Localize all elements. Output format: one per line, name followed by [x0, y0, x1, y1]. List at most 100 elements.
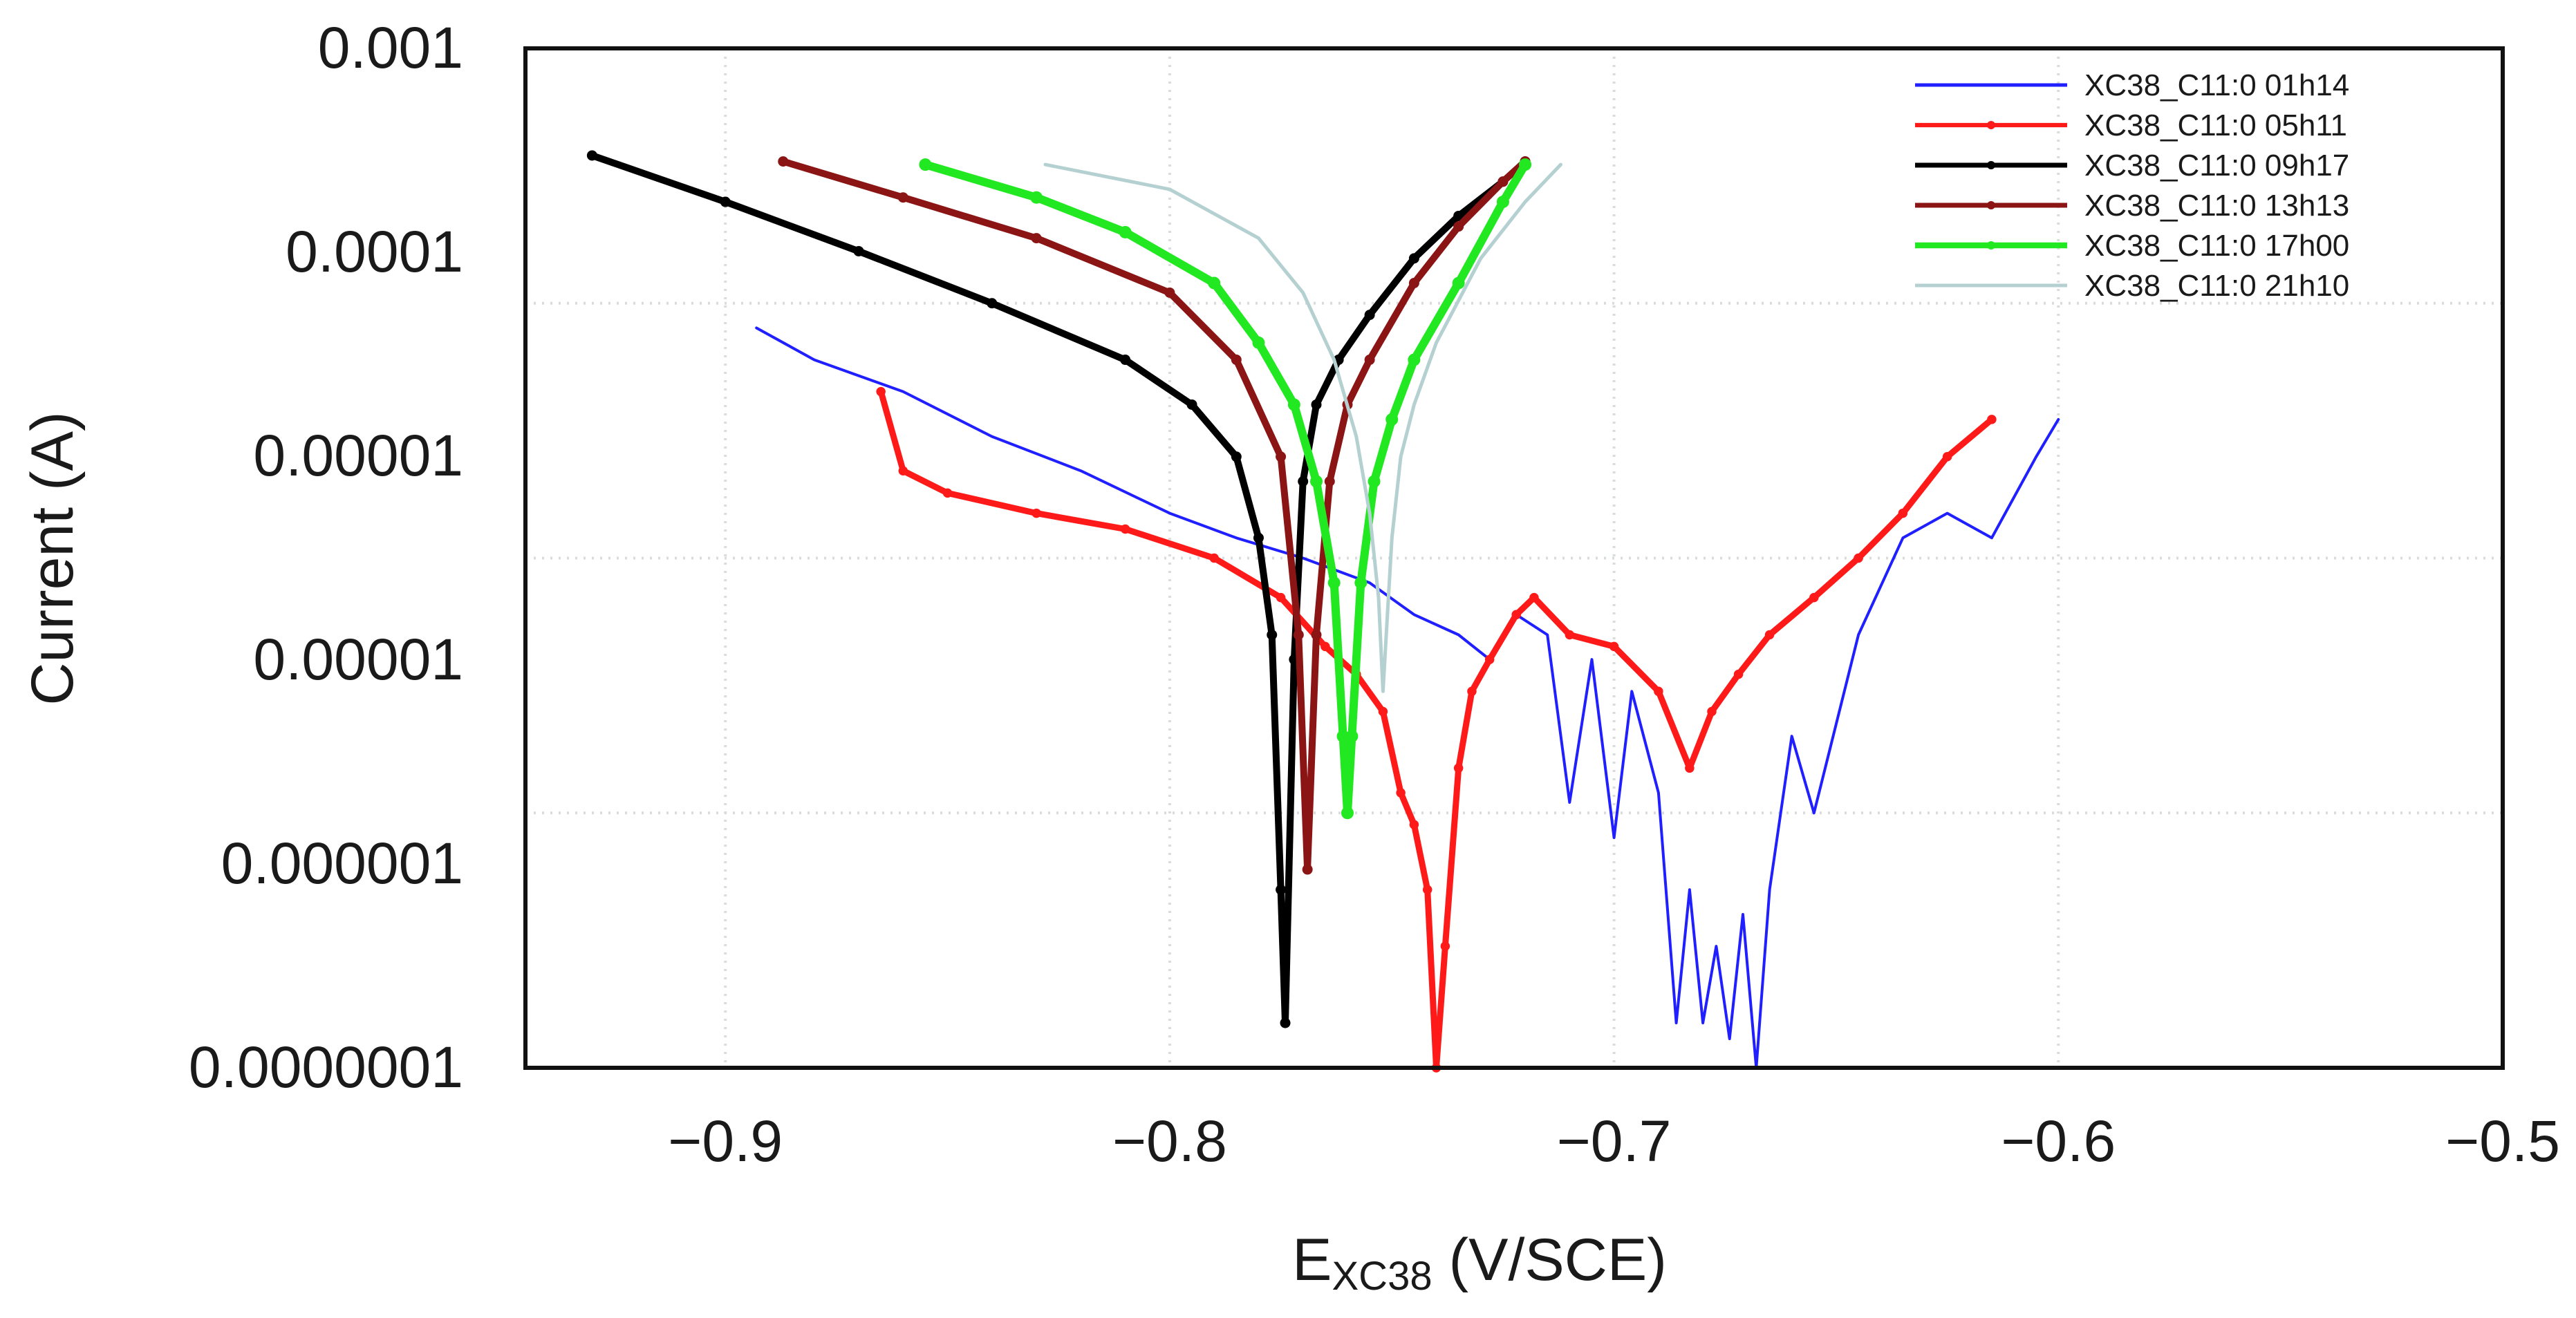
series-4-point-3 — [1164, 287, 1175, 298]
series-2-point-1 — [898, 466, 908, 476]
series-5-point-9 — [1341, 807, 1354, 820]
series-3-point-9 — [1276, 884, 1287, 895]
x-tick-label-1: −0.8 — [1112, 1109, 1227, 1174]
x-axis-title-main: E — [1292, 1227, 1332, 1293]
series-4-point-13 — [1453, 221, 1464, 232]
series-4-point-1 — [897, 192, 908, 203]
series-2-point-2 — [942, 488, 953, 498]
series-5-point-10 — [1345, 730, 1359, 743]
series-2-point-21 — [1609, 641, 1619, 652]
legend-marker-5 — [1987, 241, 1995, 250]
series-4-point-11 — [1364, 355, 1375, 366]
series-5-point-6 — [1310, 475, 1323, 488]
series-3-point-0 — [586, 150, 597, 161]
series-3-point-13 — [1311, 399, 1322, 410]
series-2-point-17 — [1484, 655, 1495, 664]
series-2-point-28 — [1854, 553, 1863, 563]
series-5-point-1 — [1030, 191, 1043, 204]
series-2-point-7 — [1320, 641, 1330, 652]
series-2-point-10 — [1396, 788, 1406, 798]
series-5-point-4 — [1252, 336, 1265, 349]
x-tick-label-2: −0.7 — [1557, 1109, 1672, 1174]
x-tick-label-4: −0.5 — [2445, 1109, 2560, 1174]
series-layer — [586, 150, 2060, 1073]
series-5-point-15 — [1452, 276, 1465, 290]
legend-label-6: XC38_C11:0 21h10 — [2084, 269, 2349, 303]
series-2-point-24 — [1707, 706, 1717, 717]
x-tick-labels: −0.9 −0.8 −0.7 −0.6 −0.5 — [668, 1109, 2560, 1174]
series-5-point-11 — [1354, 576, 1368, 590]
series-line-3 — [588, 152, 1529, 1027]
series-2-point-20 — [1565, 630, 1575, 640]
series-line-1 — [755, 326, 2060, 1069]
series-2-point-3 — [1032, 508, 1041, 518]
series-3-point-3 — [987, 298, 998, 309]
series-2-point-27 — [1809, 592, 1819, 603]
y-tick-label-2: 0.00001 — [253, 423, 463, 488]
series-3-point-4 — [1120, 355, 1131, 366]
series-5-point-13 — [1385, 413, 1399, 426]
series-2-point-5 — [1209, 553, 1219, 563]
legend-label-4: XC38_C11:0 13h13 — [2084, 189, 2349, 223]
x-axis-title: EXC38 (V/SCE) — [1292, 1227, 1667, 1299]
series-4-point-2 — [1031, 233, 1042, 244]
series-5-point-2 — [1119, 225, 1132, 238]
series-3-point-6 — [1231, 451, 1242, 462]
legend-marker-4 — [1987, 201, 1995, 209]
series-2-point-15 — [1453, 763, 1464, 773]
legend: XC38_C11:0 01h14 XC38_C11:0 05h11 XC38_C11… — [1915, 68, 2349, 303]
legend-label-3: XC38_C11:0 09h17 — [2084, 149, 2349, 182]
series-4-point-8 — [1311, 630, 1322, 641]
series-line-6 — [1043, 162, 1562, 693]
y-tick-labels: 0.001 0.0001 0.00001 0.00001 0.000001 0.00000… — [189, 15, 463, 1100]
series-5-point-12 — [1368, 475, 1381, 488]
series-3-point-1 — [720, 196, 731, 207]
series-5-point-7 — [1327, 576, 1341, 590]
series-2-point-25 — [1733, 669, 1744, 679]
series-5-point-3 — [1208, 276, 1221, 290]
series-3-point-10 — [1280, 1017, 1291, 1028]
series-2-point-31 — [1987, 415, 1997, 424]
x-tick-label-0: −0.9 — [668, 1109, 783, 1174]
y-tick-label-1: 0.0001 — [286, 219, 463, 284]
legend-label-5: XC38_C11:0 17h00 — [2084, 229, 2349, 263]
series-4-point-5 — [1276, 451, 1287, 462]
series-4-point-4 — [1231, 355, 1242, 366]
plot-frame — [523, 46, 2505, 1070]
series-2-point-26 — [1764, 630, 1775, 640]
y-tick-label-4: 0.000001 — [221, 831, 463, 896]
series-5-point-16 — [1496, 196, 1509, 209]
legend-marker-2 — [1987, 121, 1995, 129]
x-axis-title-subscript: XC38 — [1332, 1254, 1432, 1299]
series-4-point-9 — [1324, 476, 1335, 487]
series-2-point-14 — [1440, 941, 1450, 951]
series-3-point-16 — [1408, 253, 1419, 264]
series-2-point-0 — [876, 386, 886, 397]
series-2-point-12 — [1422, 885, 1432, 895]
series-2-point-29 — [1898, 508, 1908, 518]
series-5-point-14 — [1408, 353, 1421, 366]
series-3-point-2 — [853, 245, 864, 256]
series-3-point-8 — [1267, 630, 1278, 641]
series-2-point-30 — [1942, 452, 1952, 462]
series-5-point-0 — [919, 158, 932, 171]
series-2-point-9 — [1378, 706, 1388, 717]
series-3-point-12 — [1298, 476, 1309, 487]
series-5-point-17 — [1519, 158, 1532, 171]
series-2-point-4 — [1120, 524, 1130, 534]
series-3-point-15 — [1364, 310, 1375, 321]
series-4-point-0 — [778, 156, 789, 167]
series-4-point-7 — [1302, 864, 1313, 875]
x-axis-title-unit: (V/SCE) — [1432, 1227, 1667, 1293]
series-5-point-5 — [1287, 398, 1300, 411]
series-line-4 — [779, 158, 1529, 874]
series-3-point-7 — [1253, 532, 1264, 543]
x-tick-label-3: −0.6 — [2001, 1109, 2116, 1174]
series-3-point-17 — [1453, 210, 1464, 221]
series-line-5 — [921, 160, 1530, 818]
legend-label-2: XC38_C11:0 05h11 — [2084, 109, 2347, 142]
series-2-point-16 — [1467, 686, 1477, 697]
series-4-point-14 — [1497, 176, 1509, 187]
